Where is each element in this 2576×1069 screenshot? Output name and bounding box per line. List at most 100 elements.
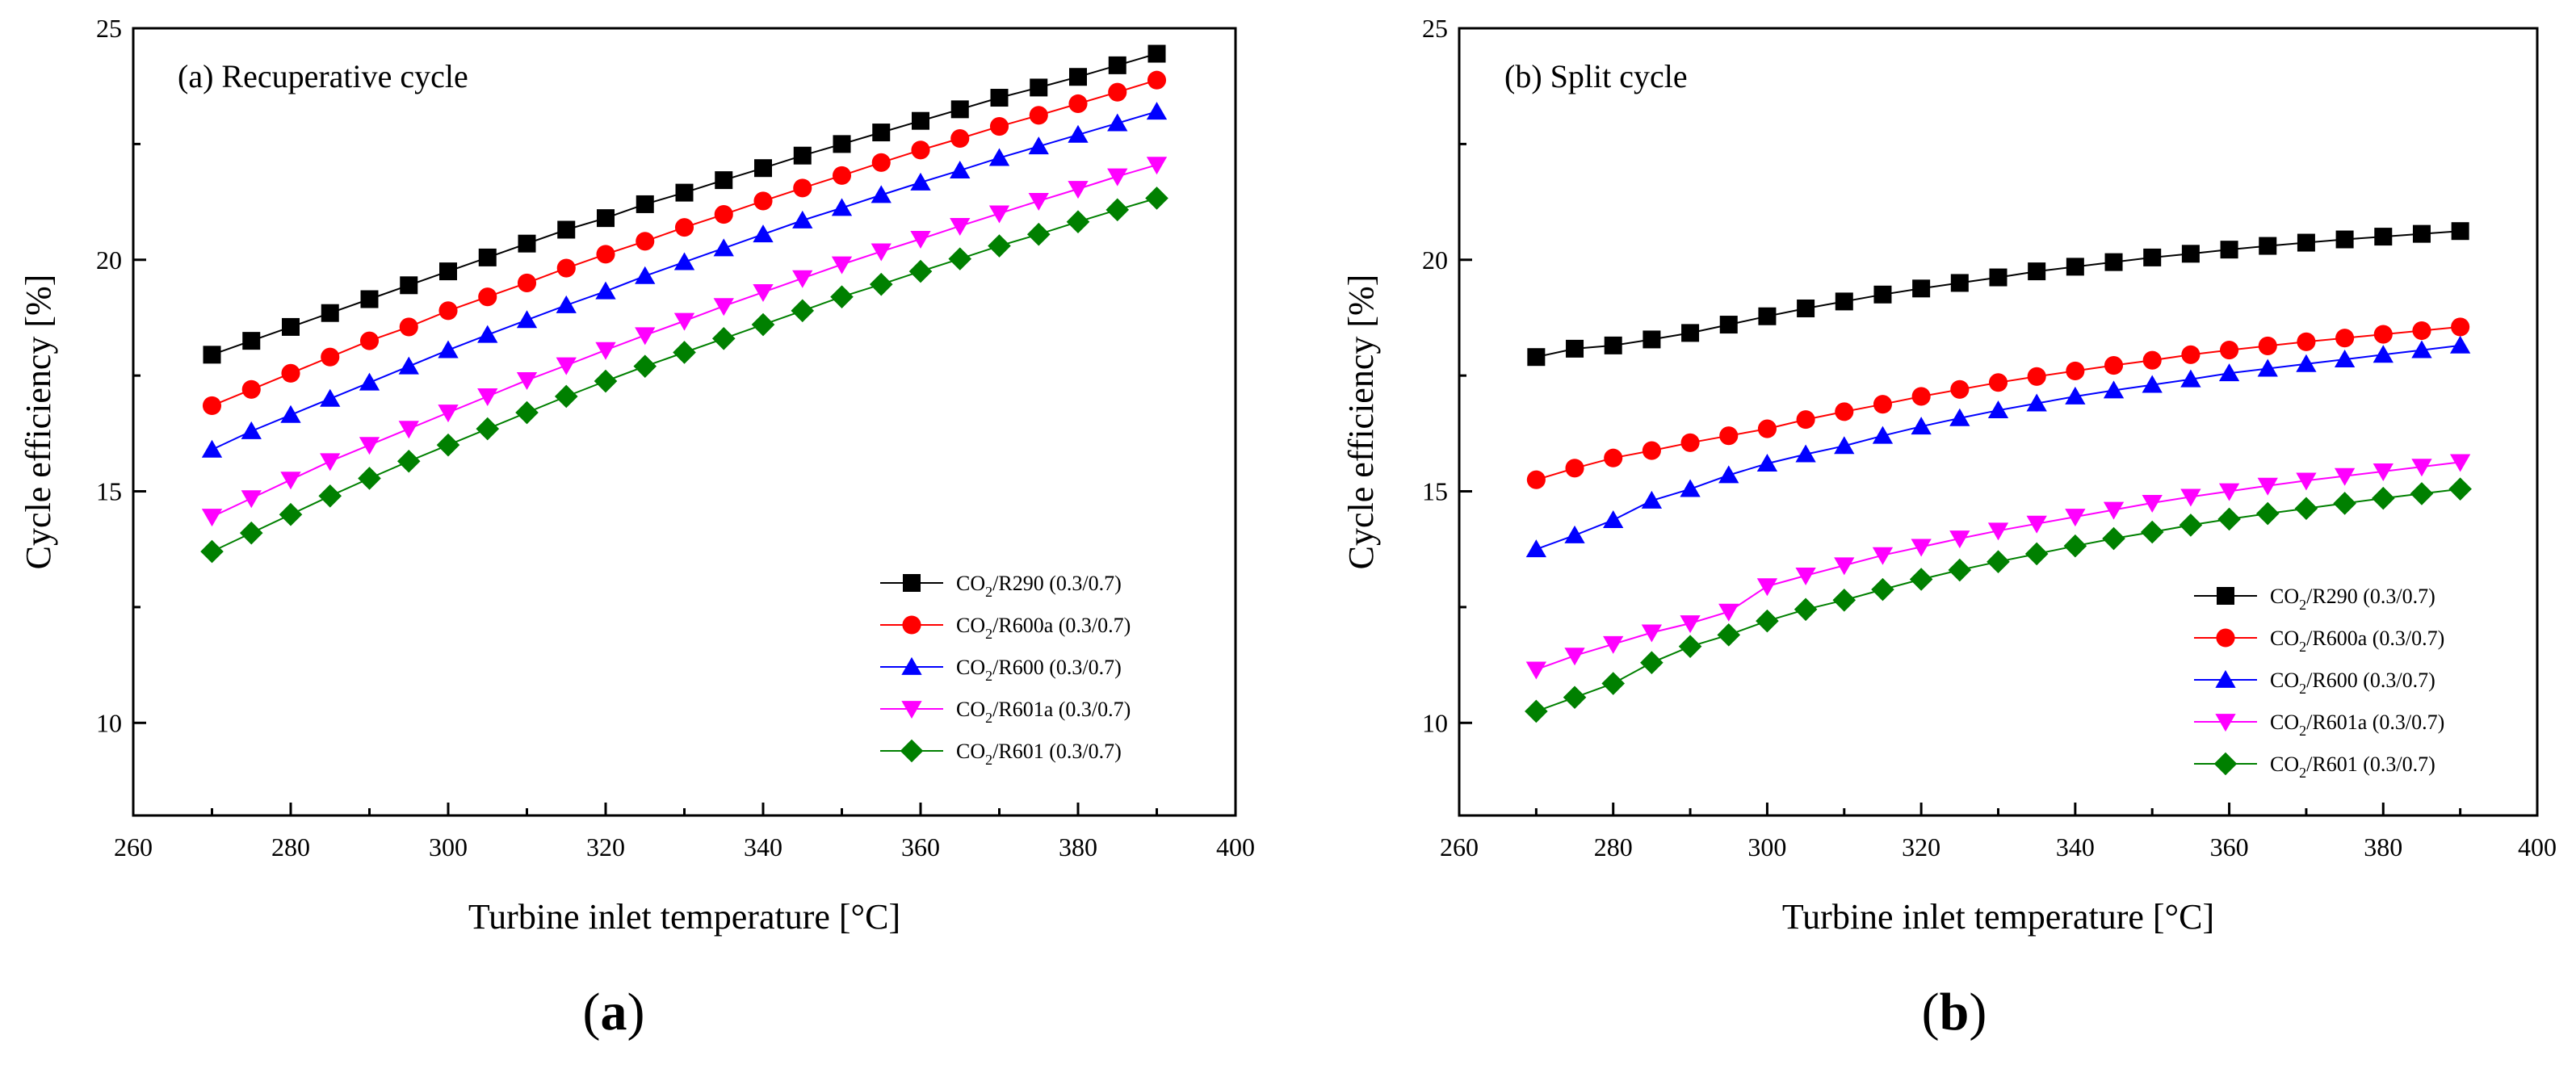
legend-marker — [901, 656, 922, 675]
legend-label-main: CO — [956, 656, 985, 679]
data-point — [359, 437, 380, 455]
data-point — [2412, 321, 2431, 341]
legend-label-rest: /R601a (0.3/0.7) — [2306, 711, 2444, 734]
data-point — [280, 405, 301, 423]
data-point — [2028, 262, 2046, 281]
data-point — [1871, 577, 1894, 602]
legend-label-subscript: 2 — [2299, 681, 2306, 697]
data-point — [910, 172, 931, 191]
data-point — [633, 354, 657, 378]
data-point — [1564, 525, 1585, 543]
data-point — [2220, 241, 2238, 259]
y-tick-label: 15 — [96, 477, 122, 506]
caption-open-paren: ( — [1922, 983, 1940, 1042]
data-point — [201, 509, 223, 527]
data-point — [203, 346, 221, 364]
data-point — [948, 247, 972, 270]
legend-label: CO2/R601a (0.3/0.7) — [2270, 711, 2444, 739]
series-circle — [1526, 317, 2470, 489]
data-point — [713, 298, 734, 317]
data-point — [477, 325, 498, 343]
data-point — [2255, 501, 2280, 526]
data-point — [1066, 210, 1090, 234]
legend-label: CO2/R600a (0.3/0.7) — [2270, 627, 2444, 655]
data-point — [2296, 472, 2317, 491]
legend-label-subscript: 2 — [2299, 765, 2306, 781]
data-point — [910, 231, 931, 249]
series-triangle-down — [1525, 454, 2471, 680]
data-point — [318, 484, 342, 508]
y-axis-label: Cycle efficiency [%] — [19, 275, 58, 570]
data-point — [2181, 245, 2200, 263]
x-axis-label: Turbine inlet temperature [°C] — [1782, 897, 2214, 937]
data-point — [1068, 94, 1088, 114]
data-point — [1145, 187, 1168, 210]
series-line — [212, 164, 1157, 518]
data-point — [2411, 340, 2432, 358]
data-point — [2142, 350, 2162, 370]
data-point — [359, 372, 380, 391]
data-point — [1030, 78, 1048, 97]
data-point — [1834, 557, 1855, 576]
y-tick-label: 15 — [1422, 477, 1448, 506]
data-point — [1834, 436, 1855, 455]
legend-marker — [2215, 669, 2236, 688]
data-point — [2335, 230, 2354, 249]
data-point — [1641, 490, 1663, 509]
data-point — [282, 317, 300, 336]
legend-label-main: CO — [956, 698, 985, 721]
data-point — [1872, 426, 1894, 444]
data-point — [831, 198, 853, 216]
data-point — [1147, 70, 1167, 90]
data-point — [2181, 345, 2201, 364]
data-point — [239, 521, 263, 545]
data-point — [596, 245, 615, 264]
data-point — [989, 117, 1009, 136]
data-point — [2142, 375, 2163, 393]
chart-panel-b: 260 280 300 320 340 360 380 400 10 15 20 25 Turbine … — [1341, 14, 2557, 1042]
data-point — [2259, 237, 2277, 255]
data-point — [2065, 509, 2086, 527]
data-point — [2449, 335, 2471, 354]
y-tick-label: 25 — [1422, 14, 1448, 43]
data-point — [476, 417, 500, 441]
data-point — [1909, 568, 1933, 591]
legend-label-main: CO — [2270, 669, 2299, 692]
data-point — [988, 205, 1010, 224]
legend: CO2/R290 (0.3/0.7)CO2/R600a (0.3/0.7)CO2… — [2194, 585, 2444, 781]
data-point — [832, 166, 852, 185]
data-point — [1527, 348, 1546, 367]
data-point — [2179, 514, 2203, 537]
data-point — [636, 232, 655, 251]
data-point — [398, 356, 419, 375]
data-point — [1107, 168, 1128, 187]
data-point — [988, 148, 1010, 166]
data-point — [908, 259, 933, 283]
data-point — [554, 384, 578, 409]
legend-label-subscript: 2 — [2299, 639, 2306, 655]
series-diamond — [1525, 477, 2472, 723]
data-point — [1717, 623, 1741, 647]
caption-close-paren: ) — [1969, 983, 1987, 1042]
data-point — [715, 171, 733, 190]
data-point — [1987, 400, 2009, 419]
data-point — [2297, 233, 2315, 252]
data-point — [1756, 454, 1778, 472]
data-point — [1146, 157, 1168, 175]
panel-inset-label: (a) Recuperative cycle — [178, 58, 468, 94]
data-point — [595, 342, 616, 360]
y-tick-label: 10 — [1422, 708, 1448, 737]
legend-label: CO2/R600 (0.3/0.7) — [956, 656, 1122, 684]
x-tick-label: 400 — [1216, 832, 1255, 861]
data-point — [2103, 380, 2125, 399]
legend-label-main: CO — [956, 740, 985, 763]
data-point — [872, 124, 891, 142]
data-point — [950, 128, 970, 149]
legend-marker — [2213, 752, 2238, 776]
panel-caption: (b) — [1922, 983, 1987, 1042]
x-tick-label: 380 — [1059, 832, 1097, 861]
data-point — [714, 205, 733, 224]
data-point — [1641, 624, 1663, 643]
data-point — [674, 218, 694, 237]
legend-marker — [902, 615, 921, 635]
